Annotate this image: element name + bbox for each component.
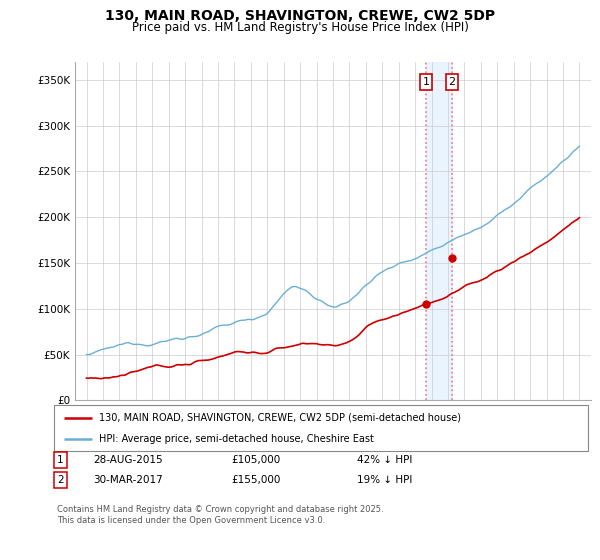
Text: 130, MAIN ROAD, SHAVINGTON, CREWE, CW2 5DP: 130, MAIN ROAD, SHAVINGTON, CREWE, CW2 5…: [105, 9, 495, 23]
Text: 1: 1: [57, 455, 64, 465]
Text: 30-MAR-2017: 30-MAR-2017: [93, 475, 163, 485]
Text: 2: 2: [57, 475, 64, 485]
Text: 28-AUG-2015: 28-AUG-2015: [93, 455, 163, 465]
Text: £155,000: £155,000: [231, 475, 280, 485]
Text: £105,000: £105,000: [231, 455, 280, 465]
Text: 42% ↓ HPI: 42% ↓ HPI: [357, 455, 412, 465]
Text: 2: 2: [449, 77, 456, 87]
Text: 19% ↓ HPI: 19% ↓ HPI: [357, 475, 412, 485]
Bar: [426, 62, 452, 400]
Text: HPI: Average price, semi-detached house, Cheshire East: HPI: Average price, semi-detached house,…: [100, 435, 374, 444]
Text: Price paid vs. HM Land Registry's House Price Index (HPI): Price paid vs. HM Land Registry's House …: [131, 21, 469, 34]
Text: 130, MAIN ROAD, SHAVINGTON, CREWE, CW2 5DP (semi-detached house): 130, MAIN ROAD, SHAVINGTON, CREWE, CW2 5…: [100, 413, 461, 423]
FancyBboxPatch shape: [54, 405, 588, 451]
Text: 1: 1: [422, 77, 430, 87]
Text: Contains HM Land Registry data © Crown copyright and database right 2025.
This d: Contains HM Land Registry data © Crown c…: [57, 505, 383, 525]
